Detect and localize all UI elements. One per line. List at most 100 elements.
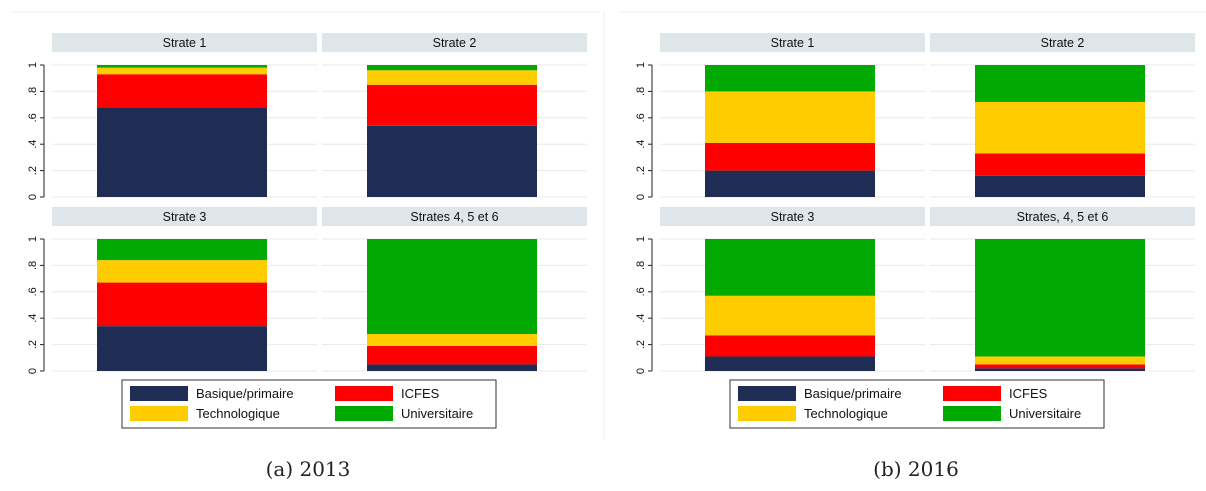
panel-title: Strates 4, 5 et 6: [410, 210, 498, 224]
panel-header: [660, 33, 925, 52]
figure-2: Strate 1 0 .2 .4 .6 .8 1 Strate 2 Strate 3 0 .2 .4.…: [620, 11, 1206, 481]
panel-title: Strate 1: [163, 36, 207, 50]
bar-segment-basique-primaire: [97, 326, 267, 371]
bar-segment-universitaire: [97, 65, 267, 68]
panel-header: [52, 207, 317, 226]
bar-segment-universitaire: [367, 239, 537, 335]
bar-segment-technologique: [97, 67, 267, 75]
panel-2: Strate 2: [930, 33, 1195, 198]
bar-segment-basique-primaire: [975, 175, 1145, 197]
bar-segment-icfes: [97, 282, 267, 327]
panel-title: Strate 1: [771, 36, 815, 50]
y-tick-label: .8: [635, 87, 647, 96]
bar-segment-technologique: [975, 356, 1145, 365]
legend-swatch: [130, 406, 188, 421]
bar-segment-basique-primaire: [367, 364, 537, 371]
y-tick-label: 1: [635, 236, 647, 242]
panel-title: Strates, 4, 5 et 6: [1017, 210, 1109, 224]
legend-swatch: [943, 386, 1001, 401]
y-tick-label: .6: [635, 287, 647, 296]
legend-label: Basique/primaire: [804, 386, 902, 401]
y-tick-label: .8: [27, 261, 39, 270]
bar-segment-technologique: [97, 260, 267, 283]
bar-segment-technologique: [705, 91, 875, 143]
bar-segment-technologique: [367, 334, 537, 346]
y-tick-label: .2: [27, 340, 39, 349]
y-tick-label: 1: [27, 236, 39, 242]
bar-segment-icfes: [367, 345, 537, 365]
legend-label: Technologique: [804, 406, 888, 421]
bar-segment-basique-primaire: [975, 368, 1145, 371]
y-tick-label: .6: [635, 113, 647, 122]
bar-segment-icfes: [975, 153, 1145, 176]
panel-title: Strate 3: [163, 210, 207, 224]
y-tick-label: 0: [27, 194, 39, 200]
bar-segment-icfes: [367, 84, 537, 126]
panel-4: Strates, 4, 5 et 6: [930, 207, 1195, 372]
legend-swatch: [335, 406, 393, 421]
bar-segment-universitaire: [975, 65, 1145, 102]
panel-header: [52, 33, 317, 52]
panel-title: Strate 2: [1041, 36, 1085, 50]
bar-segment-universitaire: [975, 239, 1145, 357]
panel-4: Strates 4, 5 et 6: [322, 207, 587, 372]
figure-caption: (b) 2016: [873, 457, 959, 481]
y-tick-label: .8: [635, 261, 647, 270]
legend-label: Universitaire: [401, 406, 473, 421]
bar-segment-basique-primaire: [705, 356, 875, 371]
y-tick-label: .4: [635, 140, 647, 149]
bar-segment-universitaire: [97, 239, 267, 261]
bar-segment-universitaire: [705, 65, 875, 92]
y-tick-label: .4: [27, 140, 39, 149]
bar-segment-technologique: [705, 295, 875, 336]
legend: Basique/primaire ICFES Technologique Univer…: [121, 379, 497, 429]
panel-header: [322, 207, 587, 226]
legend: Basique/primaire ICFES Technologique Univer…: [729, 379, 1105, 429]
figure-caption: (a) 2013: [266, 457, 351, 481]
panel-1: Strate 1 0 .2 .4 .6 .8 1: [635, 33, 925, 200]
bar-segment-basique-primaire: [97, 107, 267, 197]
panel-header: [930, 207, 1195, 226]
y-tick-label: 1: [27, 62, 39, 68]
panel-header: [930, 33, 1195, 52]
y-tick-label: .6: [27, 287, 39, 296]
legend-swatch: [738, 386, 796, 401]
panel-header: [660, 207, 925, 226]
bar-segment-universitaire: [367, 65, 537, 71]
legend-swatch: [130, 386, 188, 401]
legend-swatch: [335, 386, 393, 401]
panel-3: Strate 3 0 .2 .4 .6 .8 1: [27, 207, 317, 374]
y-tick-label: 0: [27, 368, 39, 374]
bar-segment-basique-primaire: [367, 125, 537, 197]
panel-title: Strate 3: [771, 210, 815, 224]
bar-segment-icfes: [705, 142, 875, 171]
panel-title: Strate 2: [433, 36, 477, 50]
y-tick-label: 0: [635, 368, 647, 374]
bar-segment-universitaire: [705, 239, 875, 296]
y-tick-label: .2: [27, 166, 39, 175]
y-tick-label: 0: [635, 194, 647, 200]
y-tick-label: .4: [27, 314, 39, 323]
bar-segment-icfes: [97, 74, 267, 108]
legend-label: Basique/primaire: [196, 386, 294, 401]
legend-label: Universitaire: [1009, 406, 1081, 421]
legend-swatch: [738, 406, 796, 421]
legend-label: ICFES: [1009, 386, 1048, 401]
bar-segment-icfes: [975, 364, 1145, 369]
panel-header: [322, 33, 587, 52]
panel-3: Strate 3 0 .2 .4 .6 .8 1: [635, 207, 925, 374]
legend-label: Technologique: [196, 406, 280, 421]
legend-label: ICFES: [401, 386, 440, 401]
figure-1: Strate 1 0 .2 .4 .6 .8 1 Strate 2 Strate 3 0 .2 .4.…: [12, 11, 605, 481]
panel-1: Strate 1 0 .2 .4 .6 .8 1: [27, 33, 317, 200]
y-tick-label: 1: [635, 62, 647, 68]
panel-2: Strate 2: [322, 33, 587, 198]
bar-segment-technologique: [367, 70, 537, 85]
y-tick-label: .2: [635, 166, 647, 175]
bar-segment-technologique: [975, 101, 1145, 154]
legend-swatch: [943, 406, 1001, 421]
y-tick-label: .8: [27, 87, 39, 96]
y-tick-label: .4: [635, 314, 647, 323]
y-tick-label: .6: [27, 113, 39, 122]
